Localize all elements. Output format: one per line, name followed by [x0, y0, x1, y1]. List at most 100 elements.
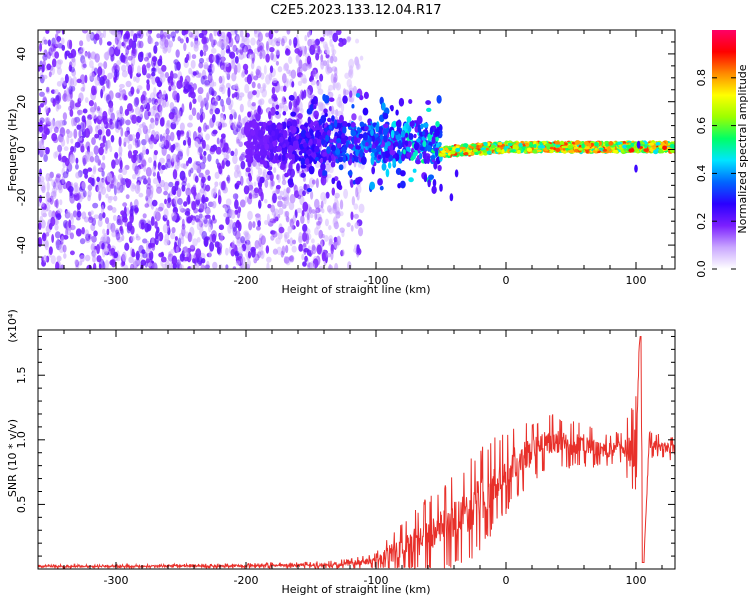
- noise-cell: [268, 30, 274, 40]
- noise-cell: [151, 72, 156, 77]
- signal-cell: [448, 147, 453, 151]
- noise-cell: [170, 248, 175, 254]
- band-cell: [305, 150, 312, 155]
- noise-cell: [259, 51, 263, 60]
- noise-cell: [215, 53, 222, 61]
- noise-cell: [304, 34, 308, 42]
- band-cell: [329, 138, 334, 144]
- band-cell: [398, 97, 405, 107]
- noise-cell: [308, 30, 312, 37]
- band-cell: [435, 121, 440, 128]
- noise-cell: [311, 238, 315, 244]
- noise-cell: [315, 207, 321, 214]
- noise-cell: [288, 201, 295, 211]
- band-cell: [331, 144, 337, 152]
- noise-cell: [61, 138, 66, 147]
- band-cell: [282, 153, 286, 160]
- noise-cell: [114, 152, 119, 159]
- noise-cell: [39, 117, 45, 124]
- noise-cell: [113, 251, 119, 259]
- noise-cell: [178, 259, 182, 265]
- noise-cell: [40, 209, 47, 218]
- band-cell: [282, 111, 287, 116]
- noise-cell: [271, 86, 276, 95]
- snr-xtick-label: -200: [234, 574, 259, 587]
- noise-cell: [333, 223, 340, 229]
- noise-cell: [71, 117, 75, 127]
- noise-cell: [246, 259, 251, 268]
- noise-cell: [135, 131, 141, 140]
- noise-cell: [193, 40, 199, 49]
- noise-cell: [208, 250, 212, 258]
- noise-cell: [220, 138, 226, 150]
- noise-cell: [99, 142, 106, 148]
- noise-cell: [235, 260, 241, 266]
- noise-cell: [57, 154, 62, 162]
- noise-cell: [176, 61, 181, 71]
- noise-cell: [257, 167, 263, 176]
- noise-cell: [328, 263, 332, 269]
- noise-cell: [98, 263, 102, 269]
- noise-cell: [229, 219, 234, 230]
- band-cell: [283, 129, 288, 139]
- noise-cell: [84, 254, 91, 262]
- noise-cell: [199, 113, 204, 123]
- noise-cell: [196, 256, 203, 265]
- signal-cell: [459, 146, 466, 150]
- noise-cell: [272, 248, 278, 255]
- band-cell: [244, 124, 251, 132]
- noise-cell: [335, 30, 342, 36]
- dip-cell: [449, 193, 454, 202]
- noise-cell: [82, 168, 89, 175]
- band-cell: [277, 155, 282, 161]
- noise-cell: [158, 142, 164, 148]
- noise-cell: [268, 46, 275, 53]
- noise-cell: [41, 201, 45, 208]
- noise-cell: [199, 107, 204, 116]
- noise-cell: [70, 138, 74, 144]
- noise-cell: [297, 194, 302, 200]
- noise-cell: [260, 235, 266, 246]
- signal-cell: [648, 142, 655, 146]
- noise-cell: [125, 119, 131, 126]
- noise-cell: [89, 60, 94, 69]
- band-cell: [259, 149, 264, 157]
- noise-cell: [74, 259, 78, 266]
- noise-cell: [156, 80, 163, 88]
- band-cell: [264, 143, 270, 151]
- signal-cell: [486, 150, 492, 155]
- noise-cell: [209, 241, 215, 252]
- noise-cell: [219, 40, 225, 49]
- noise-cell: [187, 194, 191, 205]
- noise-cell: [295, 54, 299, 64]
- noise-cell: [326, 173, 332, 179]
- noise-cell: [88, 33, 94, 39]
- noise-cell: [353, 213, 359, 219]
- band-cell: [408, 133, 414, 141]
- noise-cell: [283, 232, 290, 239]
- noise-cell: [39, 42, 43, 52]
- band-cell: [347, 170, 353, 177]
- noise-cell: [113, 69, 120, 78]
- noise-cell: [198, 146, 204, 154]
- noise-cell: [120, 127, 124, 137]
- noise-cell: [162, 100, 167, 108]
- noise-cell: [358, 227, 364, 237]
- band-cell: [271, 130, 276, 137]
- noise-cell: [42, 96, 47, 104]
- noise-cell: [186, 131, 190, 139]
- noise-cell: [168, 181, 174, 188]
- band-cell: [326, 146, 331, 155]
- band-cell: [272, 146, 277, 154]
- spectrogram-xtick-label: 100: [626, 274, 647, 287]
- noise-cell: [93, 165, 97, 173]
- signal-cell: [450, 150, 456, 155]
- noise-cell: [160, 116, 165, 127]
- noise-cell: [232, 221, 237, 232]
- noise-cell: [288, 56, 293, 65]
- noise-cell: [51, 58, 57, 68]
- noise-cell: [230, 209, 236, 219]
- band-cell: [322, 151, 327, 157]
- noise-cell: [231, 240, 235, 250]
- noise-cell: [172, 73, 178, 79]
